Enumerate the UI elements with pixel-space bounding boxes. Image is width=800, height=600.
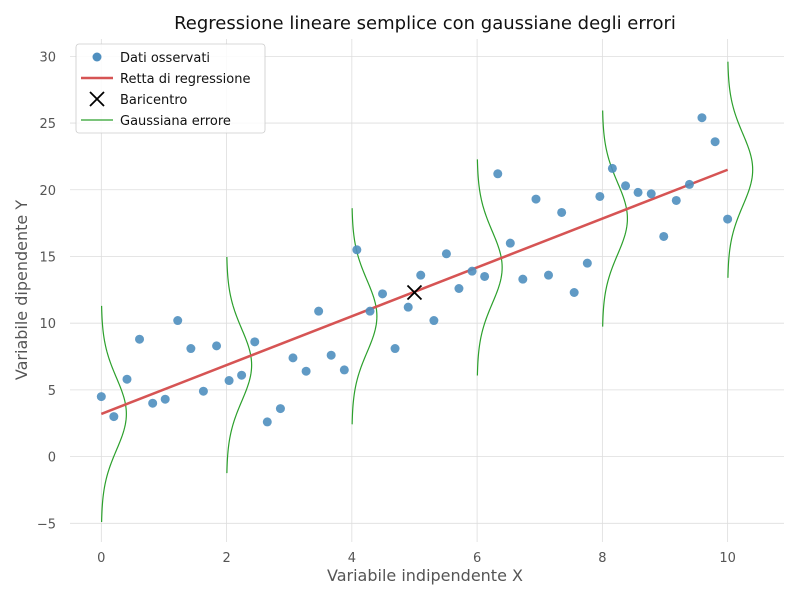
x-axis-title: Variabile indipendente X — [327, 566, 523, 585]
error-gaussians — [100, 61, 754, 523]
x-tick-label: 4 — [348, 551, 356, 566]
data-point — [390, 344, 400, 354]
y-tick-label: 10 — [39, 317, 56, 332]
data-point — [250, 337, 260, 347]
legend: Dati osservati Retta di regressione Barice… — [75, 43, 266, 134]
y-axis-title: Variabile dipendente Y — [12, 200, 31, 380]
data-point — [365, 306, 375, 316]
x-tick-label: 0 — [97, 551, 105, 566]
y-tick-label: 15 — [39, 250, 56, 265]
legend-label: Retta di regressione — [120, 72, 250, 87]
centroid-marker — [406, 284, 423, 301]
tick-labels: 0 2 4 6 8 10 −5 0 5 10 15 20 25 30 — [37, 50, 736, 566]
data-point — [288, 353, 298, 363]
data-point — [569, 288, 579, 298]
data-point — [505, 238, 515, 248]
grid — [70, 39, 784, 542]
data-point — [582, 258, 592, 268]
error-gaussian-curve — [602, 110, 629, 327]
data-point — [697, 113, 707, 123]
data-point — [224, 376, 234, 386]
centroid-stroke — [406, 284, 423, 301]
data-point — [710, 137, 720, 147]
data-point — [557, 207, 567, 217]
data-point — [467, 266, 477, 276]
data-point — [493, 169, 503, 179]
observed-points — [96, 113, 733, 427]
data-point — [429, 316, 439, 326]
x-tick-label: 8 — [598, 551, 606, 566]
data-point — [109, 412, 119, 422]
data-point — [122, 374, 132, 384]
error-gaussian-curve — [100, 305, 127, 523]
data-point — [352, 245, 362, 255]
data-point — [607, 163, 617, 173]
data-point — [646, 189, 656, 199]
data-point — [671, 195, 681, 205]
x-tick-label: 10 — [719, 551, 736, 566]
data-point — [378, 289, 388, 299]
data-point — [275, 404, 285, 414]
legend-point-swatch — [92, 52, 102, 62]
data-point — [454, 283, 464, 293]
data-point — [212, 341, 222, 351]
data-point — [173, 316, 183, 326]
y-tick-label: −5 — [37, 517, 56, 532]
x-tick-label: 2 — [222, 551, 230, 566]
error-gaussian-curve — [226, 256, 253, 474]
y-tick-label: 0 — [48, 451, 56, 466]
data-point — [531, 194, 541, 204]
legend-item: Retta di regressione — [81, 72, 250, 87]
data-point — [544, 270, 554, 280]
data-point — [403, 302, 413, 312]
data-point — [314, 306, 324, 316]
legend-label: Gaussiana errore — [120, 114, 231, 129]
legend-cross-stroke — [89, 91, 105, 107]
data-point — [301, 366, 311, 376]
chart-title: Regressione lineare semplice con gaussia… — [174, 13, 676, 34]
data-point — [633, 187, 643, 197]
y-tick-label: 20 — [39, 184, 56, 199]
data-point — [339, 365, 349, 375]
data-point — [518, 274, 528, 284]
x-tick-label: 6 — [473, 551, 481, 566]
data-point — [186, 344, 196, 354]
data-point — [723, 214, 733, 224]
error-gaussian-curve — [351, 208, 378, 425]
legend-label: Dati osservati — [120, 51, 210, 66]
error-gaussian-curve — [727, 61, 754, 278]
data-point — [148, 398, 158, 408]
data-point — [237, 370, 247, 380]
y-tick-label: 30 — [39, 50, 56, 65]
data-point — [416, 270, 426, 280]
error-gaussian-curve — [476, 159, 503, 376]
data-point — [480, 271, 490, 281]
data-point — [326, 350, 336, 360]
data-point — [684, 179, 694, 189]
y-tick-label: 5 — [48, 384, 56, 399]
data-point — [198, 386, 208, 396]
data-point — [621, 181, 631, 191]
legend-box — [75, 43, 266, 134]
legend-item: Baricentro — [89, 91, 187, 108]
y-tick-label: 25 — [39, 117, 56, 132]
legend-item: Gaussiana errore — [81, 114, 231, 129]
data-point — [96, 392, 106, 402]
data-point — [135, 334, 145, 344]
legend-label: Baricentro — [120, 93, 187, 108]
data-point — [160, 394, 170, 404]
legend-item: Dati osservati — [92, 51, 210, 66]
data-point — [262, 417, 272, 427]
data-point — [441, 249, 451, 259]
centroid-layer — [406, 284, 423, 301]
data-point — [659, 231, 669, 241]
data-point — [595, 191, 605, 201]
